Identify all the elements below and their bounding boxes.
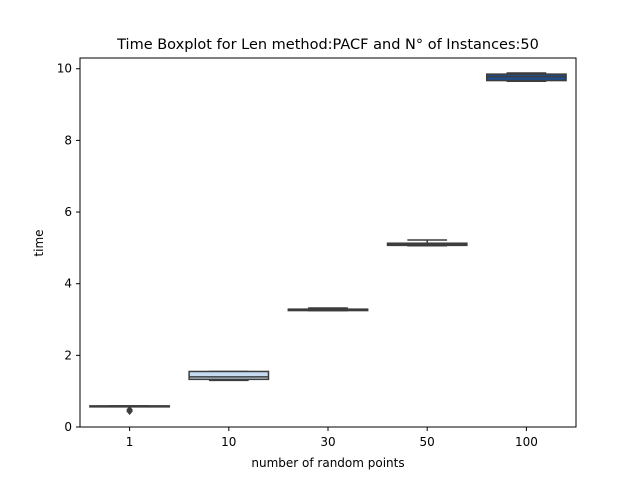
x-tick-label: 1 (126, 435, 134, 449)
axes-frame (79, 57, 577, 428)
y-tick-label: 0 (64, 420, 72, 434)
y-tick-label: 8 (64, 133, 72, 147)
outlier-point (126, 407, 133, 416)
y-tick-label: 10 (57, 62, 72, 76)
x-tick-label: 50 (420, 435, 435, 449)
x-tick-label: 100 (515, 435, 538, 449)
y-tick-label: 2 (64, 348, 72, 362)
y-axis-label: time (32, 229, 46, 256)
x-axis-label: number of random points (251, 456, 404, 470)
y-tick-label: 6 (64, 205, 72, 219)
x-tick-label: 10 (221, 435, 236, 449)
plot-area: 0 2 4 6 8 10 1 10 30 50 100 (57, 57, 577, 449)
box (188, 370, 270, 381)
x-tick-label: 30 (320, 435, 335, 449)
y-tick-label: 4 (64, 277, 72, 291)
chart-title: Time Boxplot for Len method:PACF and N° … (116, 37, 539, 53)
